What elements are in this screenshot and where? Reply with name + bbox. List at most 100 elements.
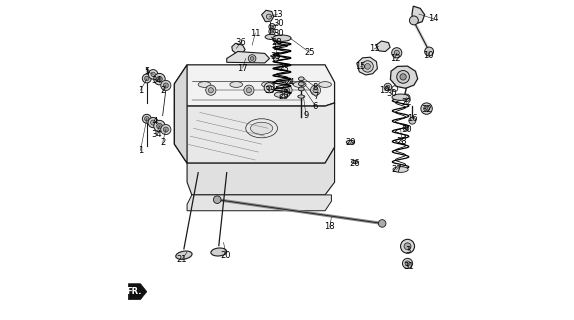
Text: 33: 33 bbox=[264, 86, 275, 95]
Text: 30: 30 bbox=[386, 89, 397, 98]
Text: 18: 18 bbox=[324, 222, 335, 231]
Circle shape bbox=[405, 127, 407, 130]
Ellipse shape bbox=[393, 167, 408, 172]
Text: FR.: FR. bbox=[126, 287, 142, 296]
Text: 11: 11 bbox=[250, 28, 261, 38]
Ellipse shape bbox=[346, 140, 355, 144]
Circle shape bbox=[214, 196, 221, 204]
Text: 19: 19 bbox=[379, 86, 390, 95]
Text: 31: 31 bbox=[403, 262, 413, 271]
Text: 8: 8 bbox=[313, 83, 318, 92]
Circle shape bbox=[402, 258, 413, 268]
Circle shape bbox=[400, 74, 406, 80]
Text: 29: 29 bbox=[345, 138, 356, 147]
Ellipse shape bbox=[265, 34, 277, 39]
Polygon shape bbox=[174, 65, 187, 163]
Circle shape bbox=[157, 123, 162, 129]
Circle shape bbox=[267, 85, 272, 90]
Text: 30: 30 bbox=[273, 28, 284, 38]
Text: 2: 2 bbox=[160, 138, 165, 147]
Text: 36: 36 bbox=[236, 38, 246, 47]
Circle shape bbox=[364, 64, 370, 69]
Polygon shape bbox=[187, 195, 331, 211]
Circle shape bbox=[285, 88, 289, 93]
Polygon shape bbox=[227, 52, 270, 63]
Polygon shape bbox=[390, 66, 418, 88]
Circle shape bbox=[404, 243, 411, 250]
Circle shape bbox=[282, 85, 292, 95]
Circle shape bbox=[145, 116, 149, 121]
Circle shape bbox=[163, 83, 168, 88]
Text: 1: 1 bbox=[138, 86, 143, 95]
Circle shape bbox=[161, 124, 171, 135]
Circle shape bbox=[405, 261, 410, 266]
Polygon shape bbox=[174, 103, 335, 163]
Circle shape bbox=[311, 85, 321, 95]
Circle shape bbox=[142, 114, 151, 123]
Text: 4: 4 bbox=[153, 117, 158, 126]
Text: 22: 22 bbox=[401, 99, 412, 108]
Polygon shape bbox=[376, 41, 390, 52]
Ellipse shape bbox=[392, 94, 409, 100]
Text: 28: 28 bbox=[272, 38, 282, 47]
Text: 17: 17 bbox=[237, 63, 248, 73]
Ellipse shape bbox=[298, 87, 304, 91]
Polygon shape bbox=[232, 43, 245, 53]
Ellipse shape bbox=[211, 248, 227, 256]
Circle shape bbox=[313, 88, 318, 93]
Circle shape bbox=[264, 83, 274, 93]
Circle shape bbox=[362, 61, 373, 72]
Text: 23: 23 bbox=[278, 63, 289, 73]
Circle shape bbox=[150, 120, 156, 125]
Text: 13: 13 bbox=[272, 10, 283, 19]
Text: 21: 21 bbox=[176, 255, 187, 264]
Polygon shape bbox=[174, 65, 335, 106]
Circle shape bbox=[402, 94, 410, 102]
Circle shape bbox=[151, 72, 156, 76]
Text: 30: 30 bbox=[402, 125, 412, 134]
Text: 30: 30 bbox=[273, 19, 284, 28]
Circle shape bbox=[421, 103, 432, 114]
Ellipse shape bbox=[280, 94, 288, 98]
Ellipse shape bbox=[176, 251, 192, 259]
Text: 25: 25 bbox=[304, 48, 315, 57]
Circle shape bbox=[163, 127, 168, 132]
Circle shape bbox=[148, 69, 158, 79]
Ellipse shape bbox=[262, 82, 274, 87]
Polygon shape bbox=[357, 57, 378, 75]
Text: 28: 28 bbox=[397, 137, 407, 146]
Ellipse shape bbox=[246, 119, 277, 138]
Ellipse shape bbox=[198, 82, 211, 87]
Ellipse shape bbox=[250, 122, 273, 134]
Text: 11: 11 bbox=[369, 44, 379, 53]
Circle shape bbox=[384, 83, 391, 91]
Text: 15: 15 bbox=[355, 62, 365, 71]
Circle shape bbox=[145, 76, 149, 81]
Circle shape bbox=[394, 50, 400, 55]
Ellipse shape bbox=[298, 77, 304, 81]
Circle shape bbox=[386, 85, 390, 89]
Circle shape bbox=[401, 239, 414, 253]
Text: 6: 6 bbox=[313, 101, 318, 111]
Circle shape bbox=[154, 120, 165, 132]
Ellipse shape bbox=[285, 81, 292, 84]
Text: 16: 16 bbox=[408, 114, 418, 123]
Text: 14: 14 bbox=[428, 14, 439, 23]
Text: 26: 26 bbox=[350, 159, 360, 168]
Text: 10: 10 bbox=[423, 51, 433, 60]
Ellipse shape bbox=[230, 82, 243, 87]
Text: 2: 2 bbox=[160, 86, 165, 95]
Text: 34: 34 bbox=[151, 130, 162, 139]
Circle shape bbox=[397, 70, 409, 83]
Polygon shape bbox=[187, 147, 335, 195]
Ellipse shape bbox=[298, 82, 304, 86]
Circle shape bbox=[266, 14, 272, 19]
Text: 3: 3 bbox=[405, 246, 410, 255]
Circle shape bbox=[154, 73, 165, 85]
Circle shape bbox=[244, 85, 254, 95]
Circle shape bbox=[142, 74, 151, 83]
Circle shape bbox=[425, 47, 433, 56]
Circle shape bbox=[250, 57, 254, 60]
Polygon shape bbox=[412, 6, 425, 24]
Circle shape bbox=[378, 220, 386, 227]
